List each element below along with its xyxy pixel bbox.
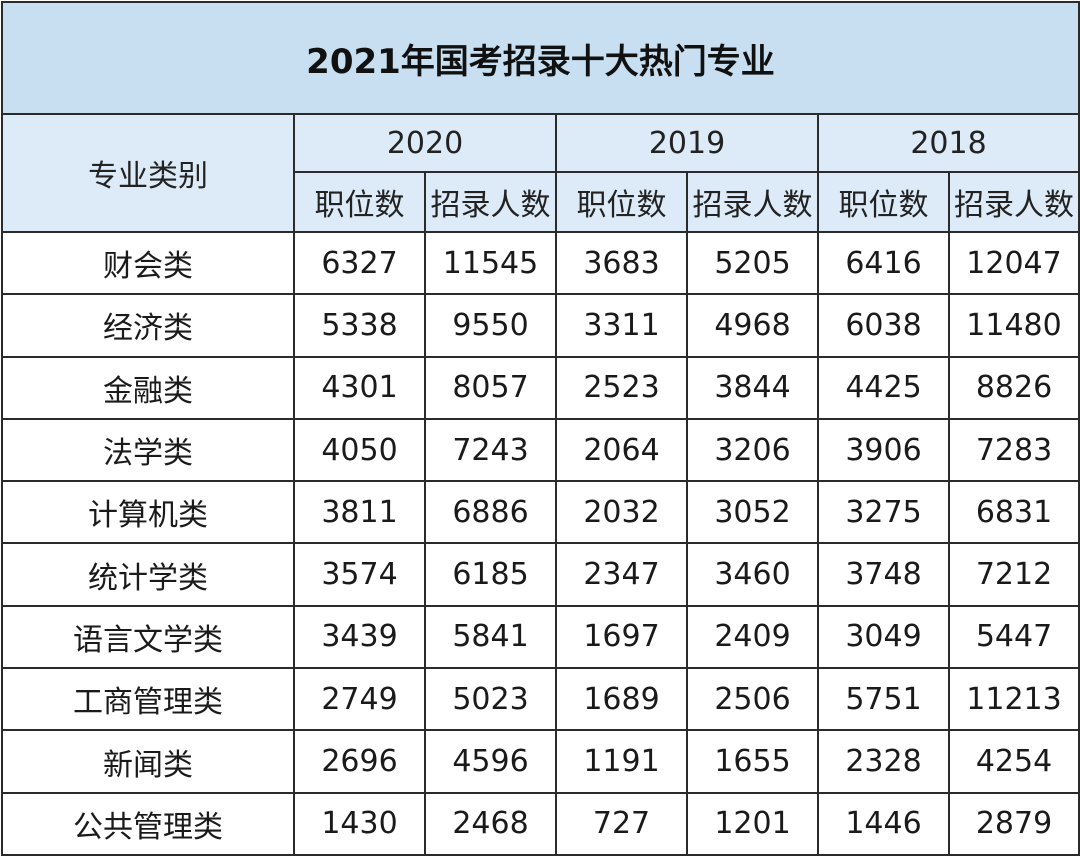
hires-value-cell: 8826 [948,355,1080,420]
positions-value-cell: 3811 [293,480,426,545]
hires-value-cell: 4596 [424,729,557,794]
year-header: 2020 [293,113,557,173]
positions-value-cell: 3906 [817,417,950,483]
hires-value-cell: 2468 [424,791,557,857]
year-header: 2019 [555,113,819,173]
hires-value-cell: 5841 [424,604,557,670]
hires-value-cell: 7283 [948,417,1080,483]
positions-value-cell: 4301 [293,355,426,420]
sub-header-positions: 职位数 [817,171,950,233]
category-cell: 法学类 [1,417,295,483]
sub-header-positions: 职位数 [293,171,426,233]
hires-value-cell: 6831 [948,480,1080,545]
positions-value-cell: 3049 [817,604,950,670]
sub-header-hires: 招录人数 [424,171,557,233]
category-cell: 统计学类 [1,542,295,607]
positions-value-cell: 2064 [555,417,688,483]
positions-value-cell: 727 [555,791,688,857]
category-cell: 财会类 [1,230,295,296]
category-cell: 新闻类 [1,729,295,794]
hires-value-cell: 12047 [948,230,1080,296]
category-cell: 公共管理类 [1,791,295,857]
year-header: 2018 [817,113,1080,173]
category-cell: 工商管理类 [1,667,295,732]
positions-value-cell: 3439 [293,604,426,670]
positions-value-cell: 3275 [817,480,950,545]
positions-value-cell: 2328 [817,729,950,794]
positions-value-cell: 5751 [817,667,950,732]
hires-value-cell: 2409 [686,604,819,670]
category-cell: 计算机类 [1,480,295,545]
hires-value-cell: 6185 [424,542,557,607]
positions-value-cell: 2749 [293,667,426,732]
table-row: 工商管理类 2749 5023 1689 2506 5751 11213 [1,667,1080,732]
positions-value-cell: 2347 [555,542,688,607]
positions-value-cell: 2032 [555,480,688,545]
positions-value-cell: 1446 [817,791,950,857]
positions-value-cell: 3748 [817,542,950,607]
sub-header-hires: 招录人数 [948,171,1080,233]
table-header: 2021年国考招录十大热门专业 专业类别 2020 2019 2018 职位数 … [1,1,1080,233]
table-row: 语言文学类 3439 5841 1697 2409 3049 5447 [1,604,1080,670]
table-row: 计算机类 3811 6886 2032 3052 3275 6831 [1,480,1080,545]
sub-header-positions: 职位数 [555,171,688,233]
table-row: 公共管理类 1430 2468 727 1201 1446 2879 [1,791,1080,857]
category-cell: 金融类 [1,355,295,420]
category-cell: 经济类 [1,293,295,358]
hires-value-cell: 8057 [424,355,557,420]
hires-value-cell: 11213 [948,667,1080,732]
hires-value-cell: 3052 [686,480,819,545]
positions-value-cell: 6038 [817,293,950,358]
row-header-label: 专业类别 [1,113,295,233]
positions-value-cell: 3574 [293,542,426,607]
hires-value-cell: 5205 [686,230,819,296]
table-row: 财会类 6327 11545 3683 5205 6416 12047 [1,230,1080,296]
category-cell: 语言文学类 [1,604,295,670]
hires-value-cell: 2506 [686,667,819,732]
positions-value-cell: 6327 [293,230,426,296]
hires-value-cell: 3206 [686,417,819,483]
positions-value-cell: 6416 [817,230,950,296]
table-body: 财会类 6327 11545 3683 5205 6416 12047 经济类 5338 9550… [1,230,1080,857]
hires-value-cell: 9550 [424,293,557,358]
table-row: 金融类 4301 8057 2523 3844 4425 8826 [1,355,1080,420]
hires-value-cell: 3460 [686,542,819,607]
positions-value-cell: 1430 [293,791,426,857]
positions-value-cell: 1697 [555,604,688,670]
hires-value-cell: 11545 [424,230,557,296]
hires-value-cell: 7243 [424,417,557,483]
positions-value-cell: 2696 [293,729,426,794]
hires-value-cell: 5447 [948,604,1080,670]
positions-value-cell: 1689 [555,667,688,732]
positions-value-cell: 4050 [293,417,426,483]
table-row: 法学类 4050 7243 2064 3206 3906 7283 [1,417,1080,483]
hires-value-cell: 2879 [948,791,1080,857]
sub-header-hires: 招录人数 [686,171,819,233]
positions-value-cell: 3683 [555,230,688,296]
hires-value-cell: 6886 [424,480,557,545]
hires-value-cell: 4968 [686,293,819,358]
hires-value-cell: 11480 [948,293,1080,358]
table-title: 2021年国考招录十大热门专业 [1,1,1080,115]
table-row: 新闻类 2696 4596 1191 1655 2328 4254 [1,729,1080,794]
table-row: 经济类 5338 9550 3311 4968 6038 11480 [1,293,1080,358]
positions-value-cell: 1191 [555,729,688,794]
positions-value-cell: 2523 [555,355,688,420]
positions-value-cell: 4425 [817,355,950,420]
hires-value-cell: 5023 [424,667,557,732]
hires-value-cell: 3844 [686,355,819,420]
hires-value-cell: 7212 [948,542,1080,607]
positions-value-cell: 3311 [555,293,688,358]
hires-value-cell: 1655 [686,729,819,794]
hires-value-cell: 1201 [686,791,819,857]
table-row: 统计学类 3574 6185 2347 3460 3748 7212 [1,542,1080,607]
hires-value-cell: 4254 [948,729,1080,794]
positions-value-cell: 5338 [293,293,426,358]
